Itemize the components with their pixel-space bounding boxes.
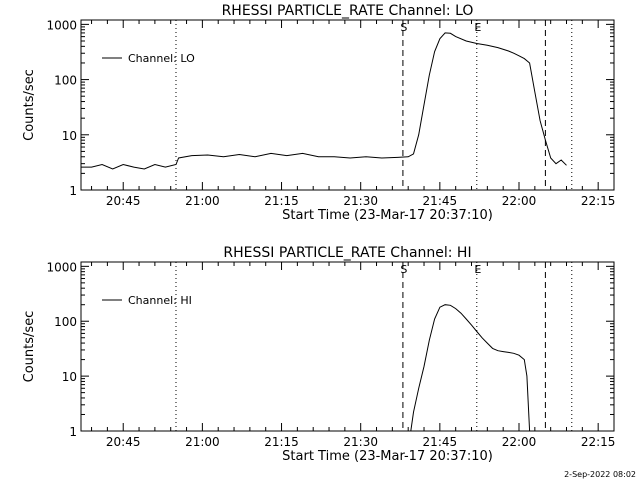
y-tick-label: 1000 [46, 260, 77, 274]
x-tick-label: 21:45 [423, 194, 458, 208]
x-axis-label: Start Time (23-Mar-17 20:37:10) [282, 449, 493, 464]
x-tick-label: 21:45 [423, 435, 458, 449]
x-tick-label: 22:00 [502, 194, 537, 208]
x-tick-label: 20:45 [106, 435, 141, 449]
x-tick-label: 21:30 [343, 435, 378, 449]
x-tick-label: 21:30 [343, 194, 378, 208]
y-axis-label: Counts/sec [22, 69, 37, 141]
legend-label: Channel: LO [128, 52, 195, 65]
marker-e-label: E [474, 21, 481, 34]
chart-title: RHESSI PARTICLE_RATE Channel: HI [223, 245, 471, 261]
x-tick-label: 21:00 [185, 194, 220, 208]
x-axis-label: Start Time (23-Mar-17 20:37:10) [282, 208, 493, 223]
y-tick-label: 10 [62, 370, 77, 384]
x-tick-label: 21:15 [264, 435, 299, 449]
marker-s-label: S [400, 21, 407, 34]
y-tick-label: 1 [69, 425, 77, 439]
marker-e-label: E [474, 263, 481, 276]
x-tick-label: 21:15 [264, 194, 299, 208]
y-tick-label: 100 [54, 74, 77, 88]
lo-channel-panel: RHESSI PARTICLE_RATE Channel: LO 20:45 21:… [22, 3, 615, 223]
footer-timestamp: 2-Sep-2022 08:02 [564, 470, 636, 479]
plot-frame [80, 19, 615, 191]
y-tick-label: 10 [62, 129, 77, 143]
plot-frame [80, 261, 615, 432]
chart-title: RHESSI PARTICLE_RATE Channel: LO [222, 3, 474, 19]
y-axis-label: Counts/sec [22, 311, 37, 383]
legend-label: Channel: HI [128, 294, 192, 307]
x-tick-label: 21:00 [185, 435, 220, 449]
x-tick-label: 22:15 [581, 194, 616, 208]
marker-s-label: S [400, 263, 407, 276]
series-line [81, 32, 567, 170]
hi-channel-panel: RHESSI PARTICLE_RATE Channel: HI 20:45 21:… [22, 245, 615, 464]
x-tick-label: 22:00 [502, 435, 537, 449]
y-tick-label: 1 [69, 184, 77, 198]
series-line [410, 304, 531, 432]
y-tick-label: 100 [54, 315, 77, 329]
x-tick-label: 20:45 [106, 194, 141, 208]
y-tick-label: 1000 [46, 18, 77, 32]
x-tick-label: 22:15 [581, 435, 616, 449]
